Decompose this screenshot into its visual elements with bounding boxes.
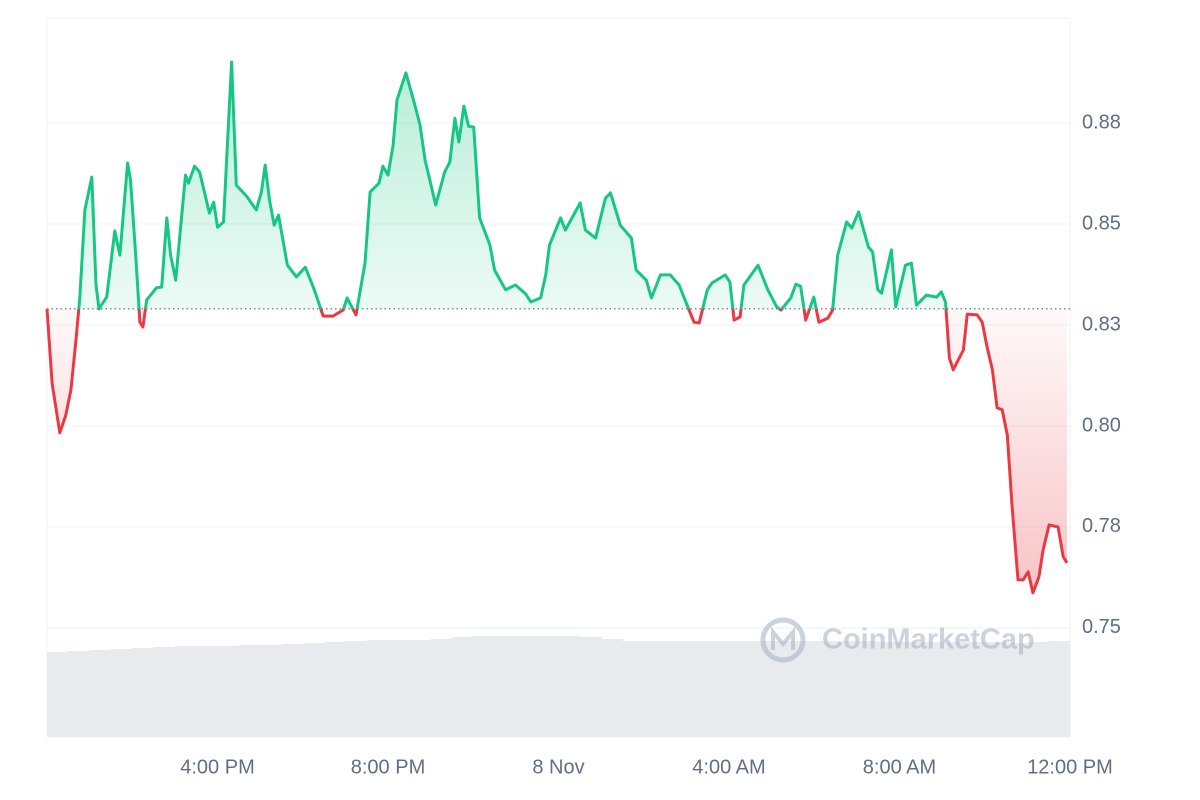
volume-bar [1006, 643, 1028, 737]
volume-bar [238, 645, 261, 737]
volume-bar [260, 645, 282, 737]
volume-bar [409, 640, 432, 737]
volume-bar [792, 641, 815, 737]
volume-bar [601, 639, 623, 737]
volume-bar [920, 642, 943, 737]
volume-bar [984, 642, 1007, 737]
volume-bar [622, 641, 645, 737]
y-tick-label: 0.80 [1082, 414, 1121, 436]
volume-bar [878, 642, 900, 737]
y-tick-label: 0.88 [1082, 111, 1121, 133]
volume-bar [366, 640, 389, 737]
volume-bar [89, 650, 112, 737]
volume-bar [899, 642, 922, 737]
volume-bar [302, 643, 325, 737]
y-tick-label: 0.83 [1082, 313, 1121, 335]
volume-bar [579, 637, 602, 737]
volume-bar [68, 651, 91, 737]
volume-bar [196, 646, 218, 737]
volume-bar [345, 641, 368, 737]
volume-bar [942, 642, 964, 737]
volume-bar [814, 641, 837, 737]
volume-bar [643, 641, 666, 737]
x-tick-label: 8 Nov [532, 756, 584, 778]
volume-bar [686, 641, 709, 737]
volume-bar [388, 640, 410, 737]
volume-bar [494, 636, 517, 737]
volume-bar [1048, 641, 1071, 737]
price-area [47, 62, 1067, 593]
volume-bar [217, 646, 240, 737]
volume-bar [473, 636, 496, 737]
volume-bar [558, 636, 581, 737]
x-tick-label: 4:00 PM [180, 756, 254, 778]
volume-bar [451, 637, 474, 737]
watermark: CoinMarketCap [760, 617, 1035, 663]
x-tick-label: 8:00 AM [863, 756, 936, 778]
volume-bar [856, 641, 879, 737]
price-line [45, 60, 1069, 595]
volume-bar [537, 636, 559, 737]
volume-bar [963, 642, 986, 737]
volume-bar [110, 649, 133, 737]
volume-bar [132, 648, 155, 737]
volume-bar [515, 636, 538, 737]
volume-bar [153, 647, 176, 737]
volume-bar [665, 641, 687, 737]
y-tick-label: 0.75 [1082, 616, 1121, 638]
volume-bar [281, 644, 304, 737]
y-tick-label: 0.78 [1082, 515, 1121, 537]
volume-bar [835, 641, 858, 737]
watermark-logo-m [771, 626, 795, 650]
volume-bar [324, 642, 346, 737]
watermark-text: CoinMarketCap [822, 624, 1035, 656]
x-tick-label: 4:00 AM [692, 756, 765, 778]
volume-bar [47, 652, 69, 737]
y-tick-label: 0.85 [1082, 212, 1121, 234]
volume-bar [729, 641, 751, 737]
volume-bar [750, 641, 773, 737]
volume-bar [771, 641, 794, 737]
watermark-logo [760, 617, 806, 663]
volume-bar [707, 641, 730, 737]
volume-bar [1027, 642, 1050, 737]
x-tick-label: 8:00 PM [351, 756, 425, 778]
volume-bar [174, 646, 197, 737]
volume-bar [430, 639, 453, 737]
x-tick-label: 12:00 PM [1027, 756, 1113, 778]
